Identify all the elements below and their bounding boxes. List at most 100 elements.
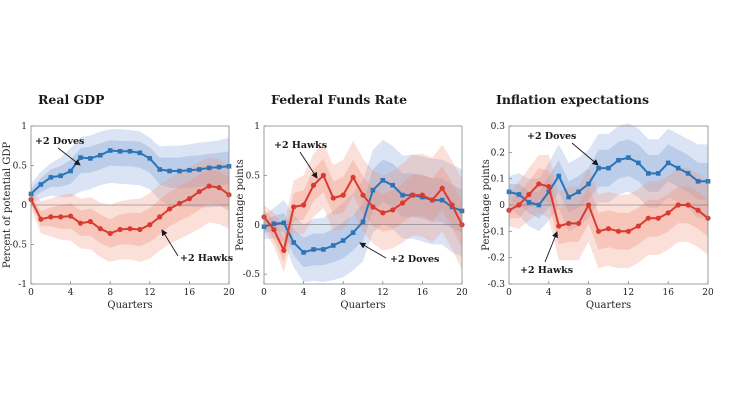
x-tick-label: 16 (184, 288, 196, 298)
hawks-point (566, 220, 572, 227)
y-tick-label: 0.5 (13, 162, 28, 172)
doves-point (636, 160, 641, 166)
hawks-point (449, 202, 455, 208)
hawks-point (340, 192, 346, 198)
hawks-point (685, 202, 691, 208)
hawks-outer-band (31, 157, 229, 262)
hawks-point (271, 227, 277, 233)
doves-point (556, 173, 562, 179)
doves-point (516, 192, 522, 197)
doves-point (350, 230, 356, 235)
hawks-point (310, 182, 317, 188)
x-tick-label: 4 (68, 288, 74, 298)
hawks-point (645, 215, 651, 221)
hawks-point (615, 228, 622, 234)
doves-point (695, 179, 701, 184)
x-tick-label: 20 (702, 288, 714, 298)
hawks-point (605, 226, 612, 232)
annotation-arrow (544, 231, 558, 263)
hawks-point (77, 220, 84, 226)
x-tick-label: 0 (506, 288, 512, 298)
series-annotation: +2 Doves (527, 131, 576, 142)
hawks-point (176, 200, 183, 207)
x-axis-label: Quarters (107, 300, 152, 311)
x-axis-label: Quarters (340, 300, 385, 311)
x-tick-label: 8 (586, 288, 592, 298)
hawks-point (625, 228, 632, 234)
hawks-point (655, 215, 661, 221)
hawks-point (516, 202, 522, 208)
hawks-outer-band (509, 155, 708, 269)
doves-point (526, 200, 532, 205)
hawks-point (360, 192, 366, 198)
plot-frame (263, 125, 463, 285)
hawks-point (281, 247, 287, 254)
doves-point (536, 202, 542, 208)
doves-outer-band (264, 139, 462, 282)
doves-point (566, 194, 571, 200)
hawks-point (350, 174, 356, 180)
doves-point (167, 168, 172, 174)
hawks-point (107, 230, 113, 237)
annotation-arrow (359, 242, 387, 259)
doves-point (68, 168, 73, 174)
doves-point (380, 178, 386, 183)
doves-point (331, 243, 336, 248)
hawks-point (400, 200, 406, 206)
x-tick-label: 20 (456, 288, 468, 298)
doves-point (586, 181, 591, 187)
x-tick-label: 4 (546, 288, 552, 298)
doves-point (38, 182, 44, 187)
doves-point (596, 165, 601, 171)
doves-point (616, 157, 621, 163)
doves-inner-band (509, 139, 708, 219)
x-tick-label: 12 (377, 288, 388, 298)
x-tick-label: 16 (417, 288, 429, 298)
hawks-point (675, 202, 681, 208)
doves-point (390, 182, 395, 188)
doves-point (117, 148, 123, 154)
y-tick-label: 0 (21, 201, 27, 211)
y-tick-label: -0.2 (488, 254, 505, 264)
y-tick-label: -0.3 (488, 280, 506, 290)
doves-point (606, 165, 611, 171)
hawks-point (58, 214, 64, 220)
doves-inner-band (31, 140, 229, 199)
doves-point (439, 197, 445, 203)
hawks-point (390, 207, 396, 213)
doves-point (675, 165, 681, 171)
hawks-point (439, 185, 445, 191)
hawks-point (526, 191, 532, 198)
doves-point (311, 247, 316, 252)
y-tick-label: 1 (254, 122, 260, 132)
y-tick-label: 0.2 (491, 148, 505, 158)
hawks-point (586, 202, 592, 208)
hawks-point (301, 202, 307, 208)
series-annotation: +2 Doves (35, 136, 84, 147)
doves-outer-band (31, 129, 229, 208)
doves-point (321, 247, 326, 252)
hawks-point (695, 207, 701, 213)
hawks-point (556, 223, 562, 229)
doves-point (147, 156, 153, 161)
series-annotation: +2 Hawks (520, 265, 573, 276)
doves-point (301, 250, 306, 255)
doves-point (655, 171, 661, 176)
doves-point (360, 219, 366, 225)
doves-point (646, 171, 651, 176)
y-tick-label: 0 (254, 221, 260, 231)
y-axis-label: Percent of potential GDP (2, 142, 13, 268)
annotation-arrow (161, 229, 179, 257)
hawks-point (127, 226, 133, 232)
hawks-point (370, 204, 376, 210)
series-annotation: +2 Hawks (180, 253, 233, 264)
doves-point (291, 240, 296, 245)
y-tick-label: 0.1 (491, 175, 505, 185)
doves-point (206, 165, 212, 171)
y-tick-label: -0.5 (243, 270, 261, 280)
series-annotation: +2 Doves (390, 254, 439, 265)
doves-point (107, 148, 113, 153)
hawks-point (595, 228, 602, 234)
x-tick-label: 12 (623, 288, 634, 298)
